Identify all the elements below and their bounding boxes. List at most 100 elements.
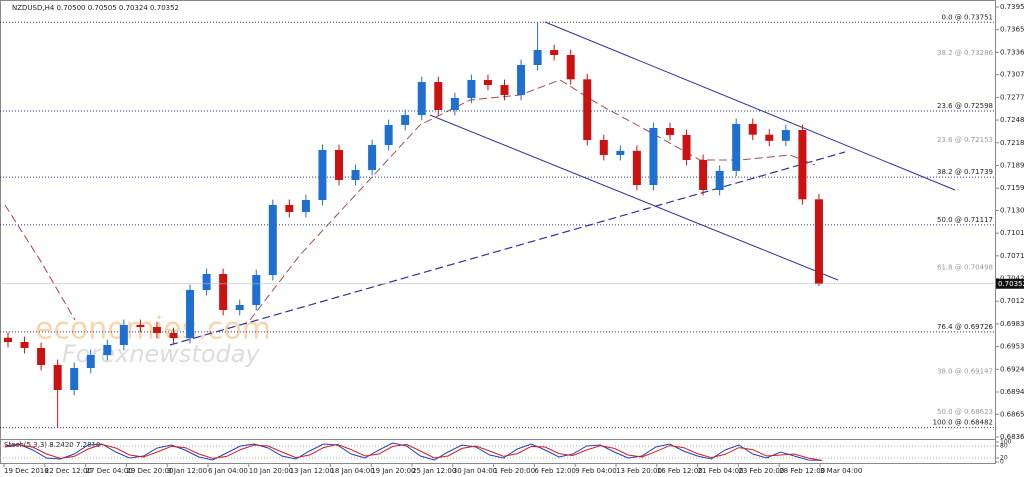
fib-label: 50.0 @ 0.71117 xyxy=(937,216,993,224)
candle-body xyxy=(368,145,377,170)
candle-body xyxy=(550,50,559,55)
x-tick-label: 29 Dec 20:00 xyxy=(126,467,173,475)
candle-body xyxy=(53,365,62,390)
y-tick-label: 0.69535 xyxy=(1000,343,1024,351)
fib-label: 38.2 @ 0.73286 xyxy=(937,49,994,57)
candle-body xyxy=(616,150,625,155)
moving-average xyxy=(249,79,816,321)
y-tick-label: 0.73655 xyxy=(1000,26,1024,34)
x-tick-label: 13 Feb 20:00 xyxy=(616,467,662,475)
candle-body xyxy=(4,337,12,342)
candle-body xyxy=(235,305,244,310)
fib-label: 50.0 @ 0.68623 xyxy=(937,408,993,416)
candle-body xyxy=(268,205,277,275)
candle-body xyxy=(202,274,211,290)
y-tick-label: 0.70715 xyxy=(1000,252,1024,260)
candle-body xyxy=(715,170,724,190)
x-tick-label: 10 Jan 20:00 xyxy=(249,467,293,475)
stoch-title: Stoch(5,3,3) 8.2420 7.2810 xyxy=(4,441,100,449)
candle-body xyxy=(252,275,261,305)
candle-body xyxy=(599,140,608,155)
stoch-tick-label: 20 xyxy=(1000,455,1008,462)
channel-lower xyxy=(429,114,839,281)
y-tick-label: 0.68945 xyxy=(1000,388,1024,396)
candle-body xyxy=(814,199,823,284)
x-tick-label: 30 Jan 04:00 xyxy=(453,467,497,475)
candle-body xyxy=(335,150,343,180)
stoch-tick-label: 80 xyxy=(1000,443,1008,450)
candle-body xyxy=(682,135,691,160)
x-tick-label: 3 Jan 12:00 xyxy=(167,467,207,475)
candle-body xyxy=(37,348,46,365)
watermark: economies.com Forexnewstoday xyxy=(35,312,271,369)
candles xyxy=(4,22,823,428)
candle-body xyxy=(70,368,79,390)
fib-label: 23.6 @ 0.72153 xyxy=(937,136,993,144)
candle-body xyxy=(152,327,161,333)
candle-body xyxy=(86,355,95,368)
y-tick-label: 0.71305 xyxy=(1000,206,1024,214)
candle-body xyxy=(119,325,128,345)
y-tick-label: 0.71595 xyxy=(1000,184,1024,192)
candle-body xyxy=(649,128,658,185)
candle-body xyxy=(219,274,228,310)
candle-body xyxy=(136,325,145,327)
x-tick-label: 9 Feb 04:00 xyxy=(575,467,616,475)
candle-body xyxy=(169,333,178,338)
x-tick-label: 28 Feb 12:00 xyxy=(779,467,825,475)
candle-body xyxy=(351,170,360,180)
candle-body xyxy=(765,134,774,141)
candle-body xyxy=(467,80,476,98)
candle-body xyxy=(20,342,29,348)
candle-body xyxy=(732,123,741,171)
trendline xyxy=(169,151,846,346)
stoch-line xyxy=(4,443,823,461)
candle-body xyxy=(483,80,492,85)
chart-title: NZDUSD,H4 0.70500 0.70505 0.70324 0.7035… xyxy=(12,4,179,12)
candle-body xyxy=(384,125,393,145)
candle-body xyxy=(666,128,674,135)
candle-body xyxy=(318,150,327,200)
x-tick-label: 6 Feb 12:00 xyxy=(534,467,575,475)
y-tick-label: 0.68655 xyxy=(1000,410,1024,418)
x-tick-label: 3 Mar 04:00 xyxy=(820,467,862,475)
y-tick-label: 0.72185 xyxy=(1000,139,1024,147)
x-tick-label: 21 Feb 04:00 xyxy=(698,467,744,475)
candle-body xyxy=(533,50,542,65)
candle-body xyxy=(434,82,443,110)
candle-body xyxy=(103,345,112,355)
x-tick-label: 23 Feb 20:00 xyxy=(738,467,784,475)
fib-label: 100.0 @ 0.68482 xyxy=(933,419,993,427)
candle-body xyxy=(699,160,708,190)
stoch-tick-label: 0 xyxy=(1000,459,1004,466)
candle-body xyxy=(517,65,526,95)
stoch-tick-label: 100 xyxy=(1000,439,1012,446)
fib-label: 38.2 @ 0.71739 xyxy=(937,168,993,176)
fib-label: 76.4 @ 0.69726 xyxy=(937,323,994,331)
fib-label: 38.0 @ 0.69147 xyxy=(937,367,993,375)
x-tick-label: 22 Dec 12:00 xyxy=(45,467,92,475)
fib-label: 0.0 @ 0.73751 xyxy=(941,13,993,21)
candle-body xyxy=(781,130,790,141)
candle-body xyxy=(401,115,410,125)
x-tick-label: 18 Jan 04:00 xyxy=(330,467,374,475)
watermark-text: Forexnewstoday xyxy=(62,340,260,368)
drawings xyxy=(4,21,956,346)
candle-body xyxy=(450,98,459,110)
channel-upper xyxy=(544,21,956,191)
x-tick-label: 25 Jan 12:00 xyxy=(412,467,456,475)
candle-body xyxy=(301,200,310,212)
candle-body xyxy=(566,55,575,80)
plot-frame xyxy=(0,0,996,464)
x-tick-label: 6 Jan 04:00 xyxy=(208,467,248,475)
y-tick-label: 0.70125 xyxy=(1000,297,1024,305)
candle-body xyxy=(417,82,426,115)
fib-label: 23.6 @ 0.72598 xyxy=(937,102,993,110)
